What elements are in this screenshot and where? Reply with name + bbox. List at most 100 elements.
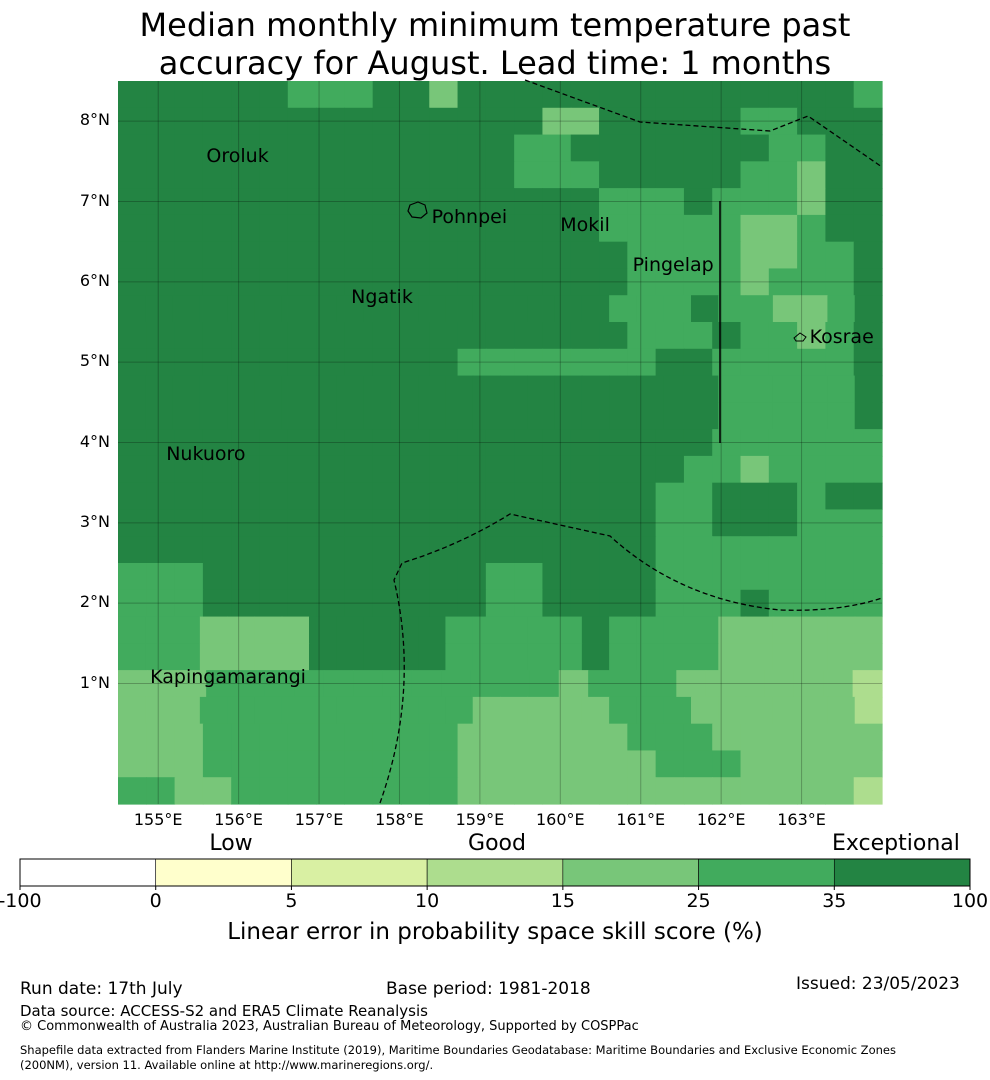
skill-cell (202, 188, 232, 216)
skill-cell (772, 375, 801, 403)
skill-cell (772, 696, 801, 725)
skill-cell (146, 750, 176, 778)
skill-cell (825, 241, 855, 270)
skill-cell (570, 81, 600, 109)
skill-cell (609, 402, 638, 430)
skill-cell (429, 455, 459, 484)
skill-cell (854, 643, 883, 671)
skill-cell (683, 777, 713, 805)
skill-cell (768, 322, 798, 350)
skill-cell (655, 563, 685, 591)
skill-cell (800, 375, 829, 403)
skill-cell (740, 723, 770, 752)
skill-cell (145, 295, 174, 323)
skill-cell (853, 429, 883, 457)
skill-cell (429, 134, 459, 162)
latitude-tick-label: 1°N (79, 672, 110, 692)
skill-cell (118, 81, 147, 109)
skill-cell (854, 295, 883, 323)
skill-cell (145, 696, 174, 725)
skill-cell (316, 429, 345, 457)
skill-cell (712, 455, 742, 484)
skill-cell (363, 696, 392, 725)
skill-cell (740, 81, 770, 109)
skill-cell (542, 750, 572, 778)
title-line-1: Median monthly minimum temperature past (139, 6, 851, 44)
skill-cell (853, 268, 883, 296)
skill-cell (344, 348, 374, 377)
skill-cell (825, 723, 855, 752)
skill-cell (344, 214, 374, 243)
skill-cell (174, 482, 204, 511)
skill-cell (691, 375, 719, 403)
skill-cell (514, 777, 544, 805)
skill-cell (363, 616, 392, 644)
skill-cell (772, 616, 801, 644)
skill-cell (745, 643, 774, 671)
skill-cell (316, 107, 345, 136)
skill-cell (316, 589, 345, 618)
skill-cell (344, 777, 374, 805)
skill-cell (231, 348, 261, 377)
skill-cell (147, 670, 178, 698)
skill-cell (445, 643, 474, 671)
skill-cell (259, 536, 289, 564)
skill-cell (745, 402, 774, 430)
skill-cell (390, 402, 419, 430)
skill-cell (231, 241, 261, 270)
skill-cell (599, 134, 628, 162)
colorbar-tick-label: 5 (285, 890, 298, 912)
skill-cell (146, 107, 176, 136)
colorbar-segment (291, 858, 428, 887)
skill-cell (527, 375, 556, 403)
skill-cell (676, 670, 707, 698)
skill-cell (336, 616, 365, 644)
skill-cell (570, 134, 600, 162)
skill-cell (712, 107, 742, 136)
longitude-tick-label: 162°E (696, 810, 746, 829)
skill-cell (344, 482, 374, 511)
skill-cell (764, 670, 795, 698)
skill-cell (336, 375, 365, 403)
skill-cell (309, 643, 337, 671)
skill-cell (627, 589, 657, 618)
skill-cell (400, 750, 430, 778)
skill-cell (400, 429, 430, 457)
skill-cell (199, 295, 228, 323)
skill-cell (287, 134, 317, 162)
skill-cell (636, 375, 665, 403)
skill-cell (445, 616, 474, 644)
skill-cell (683, 455, 713, 484)
skill-cell (768, 188, 798, 216)
skill-cell (740, 268, 770, 296)
skill-cell (281, 295, 310, 323)
skill-cell (599, 509, 628, 537)
skill-cell (316, 134, 345, 162)
skill-cell (797, 777, 827, 805)
skill-cell (627, 268, 657, 296)
skill-cell (174, 723, 204, 752)
skill-cell (570, 589, 600, 618)
skill-cell (542, 188, 572, 216)
skill-cell (609, 375, 638, 403)
skill-cell (400, 455, 430, 484)
skill-cell (457, 750, 487, 778)
skill-cell (199, 616, 228, 644)
skill-cell (254, 295, 283, 323)
skill-cell (199, 402, 228, 430)
skill-cell (287, 509, 317, 537)
skill-cell (740, 322, 770, 350)
skill-cell (174, 107, 204, 136)
latitude-tick-label: 4°N (79, 431, 110, 451)
skill-cell (683, 161, 713, 189)
data-source: Data source: ACCESS-S2 and ERA5 Climate … (20, 1002, 428, 1020)
skill-category-label: Low (209, 831, 253, 856)
skill-cell (655, 455, 685, 484)
skill-cell (418, 375, 447, 403)
skill-cell (527, 643, 556, 671)
skill-cell (259, 107, 289, 136)
skill-cell (146, 322, 176, 350)
skill-cell (400, 777, 430, 805)
skill-cell (372, 214, 402, 243)
skill-cell (827, 295, 856, 323)
